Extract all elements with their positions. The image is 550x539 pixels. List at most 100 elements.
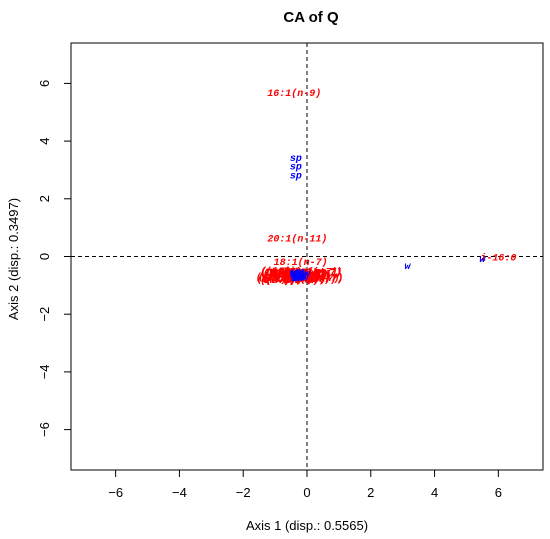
row-cluster-label: (n-7) [256,272,286,284]
row-cluster-label: (n-7) [295,275,325,287]
column-cluster-label: w [292,268,299,279]
row-cluster-label: (n-7) [263,268,293,280]
row-cluster-label: (n-7) [266,275,296,287]
row-cluster-label: (n-7) [288,272,318,284]
x-tick-label: 4 [431,485,438,500]
chart-title: CA of Q [283,9,339,26]
row-cluster-label: (n-7) [269,268,299,280]
column-cluster-label: w [291,274,298,285]
row-cluster-label: (n-7) [297,268,327,280]
row-cluster-label: (n-7) [313,274,343,286]
row-cluster-label: (n-7) [283,274,313,286]
column-cluster-label: w [294,272,301,283]
column-cluster-label: w [295,268,302,279]
row-cluster-label: (n-7) [310,273,340,285]
column-cluster-label: w [300,274,307,285]
row-cluster-label: (n-7) [295,267,325,279]
plot-area: −6 −4 −2 0 2 4 6−6−4−20246(n-7)(n-7)(n-7)(n-7)… [37,42,544,500]
column-cluster-label: w [293,272,300,283]
row-cluster-label: (n-7) [292,272,322,284]
x-tick-label: −2 [236,485,251,500]
row-cluster-label: (n-7) [301,269,331,281]
x-tick-label: −4 [172,485,187,500]
column-cluster-label: w [296,274,303,285]
column-point-label: w [404,262,411,273]
y-tick-label: −6 [37,422,52,437]
row-cluster-label: (n-7) [297,269,327,281]
row-cluster-label: (n-7) [289,271,319,283]
column-cluster-label: w [292,274,299,285]
row-point-label: i-16:0 [480,253,516,265]
column-cluster-label: w [302,273,309,284]
column-cluster-label: w [290,270,297,281]
row-cluster-label: (n-7) [296,273,326,285]
x-tick-label: 2 [367,485,374,500]
column-cluster-label: w [304,270,311,281]
column-point-label: sp [290,154,302,165]
y-axis-label: Axis 2 (disp.: 0.3497) [6,198,21,320]
row-cluster-label: (n-7) [261,266,291,278]
y-tick-label: 0 [37,253,52,260]
column-cluster-label: w [294,271,301,282]
y-tick-label: −4 [37,364,52,379]
y-tick-label: 4 [37,137,52,144]
row-cluster-label: (n-7) [313,272,343,284]
column-cluster-label: w [297,268,304,279]
column-cluster-label: w [290,269,297,280]
column-point-label: w [479,255,486,266]
row-cluster-label: (n-7) [262,273,292,285]
column-cluster-label: w [297,271,304,282]
column-cluster-label: w [298,268,305,279]
row-cluster-label: (n-7) [264,273,294,285]
row-cluster-label: (n-7) [283,271,313,283]
row-cluster-label: (n-7) [311,267,341,279]
column-cluster-label: w [293,272,300,283]
row-cluster-label: (n-7) [277,272,307,284]
row-cluster-label: (n-7) [298,269,328,281]
column-cluster-label: w [297,269,304,280]
x-tick-label: 6 [495,485,502,500]
column-point-label: sp [290,171,302,182]
x-axis-label: Axis 1 (disp.: 0.5565) [246,518,368,533]
row-cluster-label: (n-7) [260,267,290,279]
row-cluster-label: (n-7) [265,268,295,280]
row-cluster-label: (n-7) [282,268,312,280]
column-point-label: sp [290,163,302,174]
row-cluster-label: (n-7) [288,268,318,280]
row-cluster-label: (n-7) [300,274,330,286]
row-cluster-label: (n-7) [268,272,298,284]
row-cluster-label: (n-7) [260,275,290,287]
y-tick-label: 2 [37,195,52,202]
row-cluster-label: (n-7) [286,273,316,285]
row-cluster-label: (n-7) [289,275,319,287]
row-cluster-label: (n-7) [282,271,312,283]
row-point-label: 18:1(n-7) [274,257,328,269]
row-cluster-label: (n-7) [263,271,293,283]
row-cluster-label: (n-7) [296,274,326,286]
row-cluster-label: (n-7) [284,273,314,285]
column-cluster-label: w [291,268,298,279]
row-cluster-label: (n-7) [283,267,313,279]
row-cluster-label: (n-7) [312,266,342,278]
column-cluster-label: w [300,271,307,282]
row-cluster-label: (n-7) [258,271,288,283]
row-cluster-label: (n-7) [285,270,315,282]
row-cluster-label: (n-7) [257,274,287,286]
column-cluster-label: w [298,274,305,285]
row-cluster-label: (n-7) [266,266,296,278]
row-cluster-label: (n-7) [291,271,321,283]
y-tick-label: −2 [37,307,52,322]
row-cluster-label: (n-7) [291,271,321,283]
y-tick-label: 6 [37,80,52,87]
row-cluster-label: (n-7) [282,271,312,283]
column-cluster-label: w [291,272,298,283]
row-cluster-label: (n-7) [266,275,296,287]
row-cluster-label: (n-7) [260,267,290,279]
column-cluster-label: w [301,270,308,281]
row-cluster-label: (n-7) [271,273,301,285]
row-cluster-label: (n-7) [271,266,301,278]
row-cluster-label: (n-7) [291,271,321,283]
row-cluster-label: (n-7) [275,272,305,284]
row-cluster-label: (n-7) [281,270,311,282]
